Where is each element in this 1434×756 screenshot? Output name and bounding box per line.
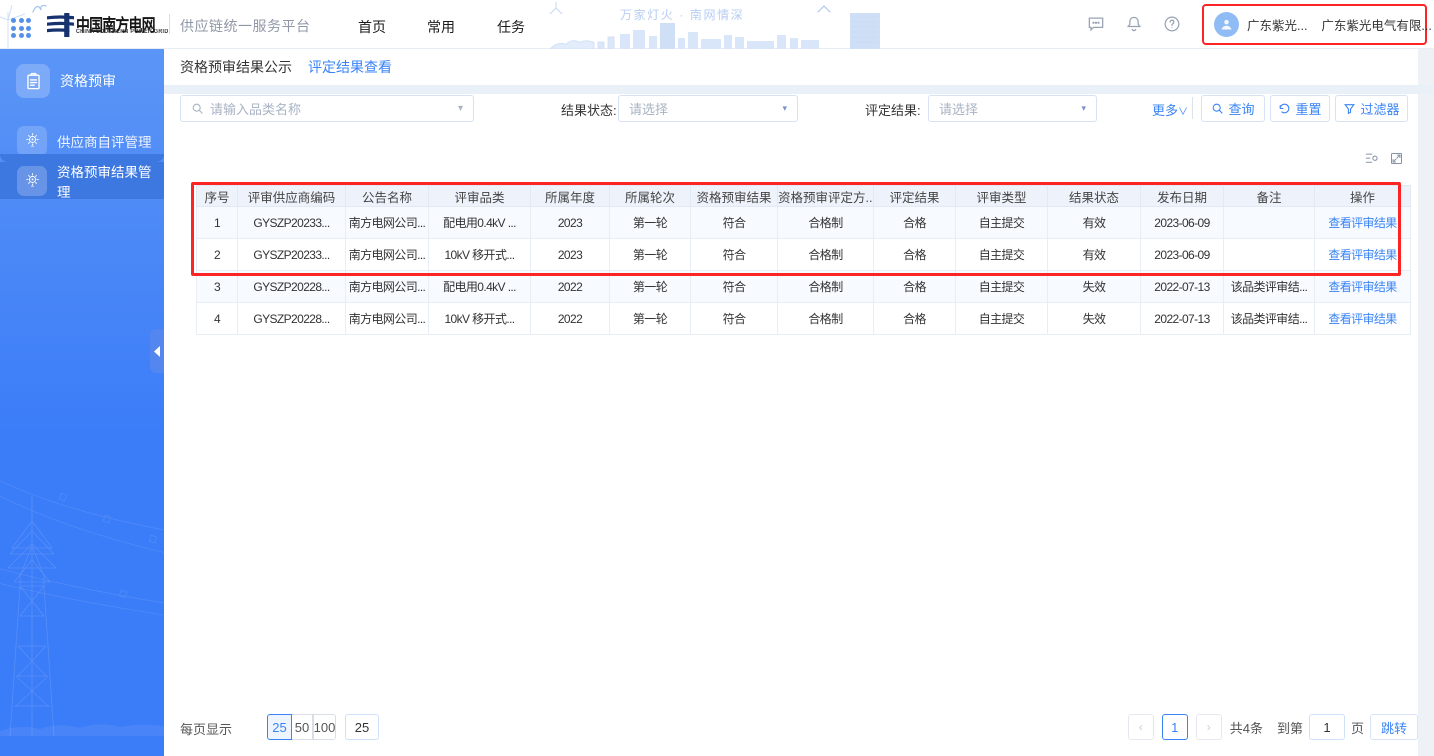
svg-text:万家灯火 · 南网情深: 万家灯火 · 南网情深 <box>620 7 744 22</box>
